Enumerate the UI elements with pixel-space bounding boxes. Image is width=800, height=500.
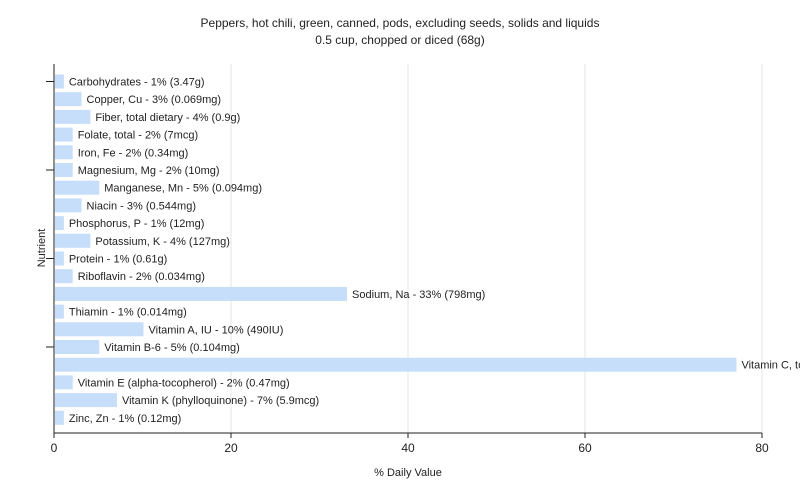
bar-label-6: Manganese, Mn - 5% (0.094mg) (104, 183, 262, 195)
bar-7 (55, 198, 82, 213)
axes: 0 20 40 60 80 (46, 64, 769, 455)
bar-15 (55, 340, 100, 354)
bar-label-8: Phosphorus, P - 1% (12mg) (69, 218, 205, 230)
bar-16 (55, 357, 737, 372)
bar-19 (55, 410, 64, 425)
bar-label-2: Fiber, total dietary - 4% (0.9g) (95, 112, 240, 124)
bar-4 (55, 145, 73, 160)
bar-2 (55, 109, 91, 124)
bar-13 (55, 304, 64, 319)
bar-label-19: Zinc, Zn - 1% (0.12mg) (69, 413, 181, 425)
bar-9 (55, 233, 91, 248)
bar-18 (55, 393, 117, 408)
bar-label-15: Vitamin B-6 - 5% (0.104mg) (104, 342, 240, 354)
bar-label-10: Protein - 1% (0.61g) (69, 254, 167, 266)
bar-11 (55, 269, 73, 284)
chart-subtitle: 0.5 cup, chopped or diced (68g) (315, 33, 484, 47)
bar-label-0: Carbohydrates - 1% (3.47g) (69, 77, 205, 89)
bar-12 (55, 286, 348, 301)
x-axis-label: % Daily Value (374, 467, 442, 479)
bar-3 (55, 127, 73, 142)
bar-label-13: Thiamin - 1% (0.014mg) (69, 307, 187, 319)
bar-label-11: Riboflavin - 2% (0.034mg) (78, 271, 205, 283)
bar-label-3: Folate, total - 2% (7mcg) (78, 130, 198, 142)
x-tick-label-80: 80 (755, 441, 769, 455)
bar-label-5: Magnesium, Mg - 2% (10mg) (78, 165, 220, 177)
x-tick-label-60: 60 (578, 441, 592, 455)
grid-lines (230, 64, 763, 433)
bar-5 (55, 163, 73, 177)
x-tick-label-40: 40 (401, 441, 415, 455)
bar-label-4: Iron, Fe - 2% (0.34mg) (78, 147, 189, 159)
x-tick-label-0: 0 (51, 441, 58, 455)
bar-label-18: Vitamin K (phylloquinone) - 7% (5.9mcg) (122, 395, 319, 407)
bar-8 (55, 216, 64, 231)
bar-10 (55, 251, 64, 266)
bar-label-14: Vitamin A, IU - 10% (490IU) (149, 324, 284, 336)
bar-label-7: Niacin - 3% (0.544mg) (87, 200, 196, 212)
bar-label-17: Vitamin E (alpha-tocopherol) - 2% (0.47m… (78, 377, 290, 389)
y-axis-label: Nutrient (36, 229, 48, 268)
chart-title: Peppers, hot chili, green, canned, pods,… (201, 16, 600, 30)
bars: Carbohydrates - 1% (3.47g) Copper, Cu - 3… (55, 74, 800, 425)
bar-0 (55, 74, 64, 89)
bar-label-12: Sodium, Na - 33% (798mg) (352, 289, 485, 301)
bar-14 (55, 322, 144, 337)
x-tick-label-20: 20 (224, 441, 238, 455)
bar-1 (55, 92, 82, 107)
bar-label-9: Potassium, K - 4% (127mg) (95, 236, 230, 248)
bar-17 (55, 375, 73, 390)
bar-label-16: Vitamin C, total ascorbic acid - 77% (46… (741, 360, 800, 372)
bar-label-1: Copper, Cu - 3% (0.069mg) (87, 94, 222, 106)
bar-6 (55, 180, 100, 195)
